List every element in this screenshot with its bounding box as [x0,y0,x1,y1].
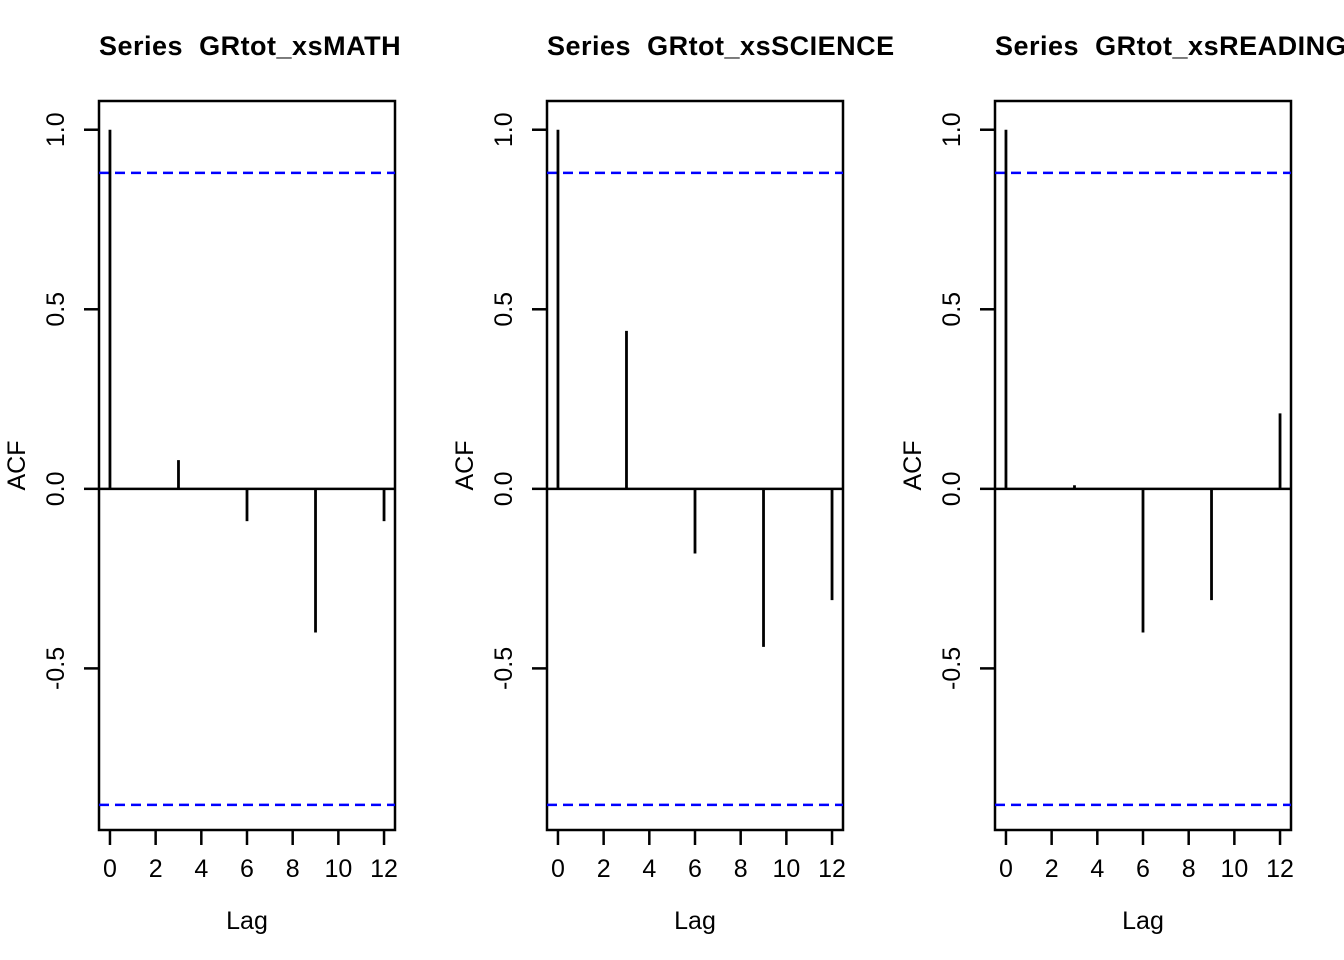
y-tick-label: 0.0 [938,471,966,506]
x-tick-label: 6 [1136,855,1150,883]
plot-box [97,99,397,832]
y-tick-label: 0.0 [42,471,70,506]
y-tick-label: 0.5 [490,292,518,327]
x-axis-title: Lag [674,907,716,935]
plot-box [545,99,845,832]
y-axis-title: ACF [3,441,31,491]
y-tick-label: 0.5 [42,292,70,327]
x-tick-label: 2 [597,855,611,883]
x-tick-label: 4 [194,855,208,883]
x-axis-title: Lag [1122,907,1164,935]
y-axis-title: ACF [899,441,927,491]
x-tick-label: 8 [1182,855,1196,883]
x-tick-label: 12 [1266,855,1294,883]
x-tick-label: 10 [772,855,800,883]
x-tick-label: 0 [999,855,1013,883]
x-tick-label: 0 [551,855,565,883]
panel-title: Series GRtot_xsMATH [99,31,402,61]
acf-panel-1: Series GRtot_xsMATH 0 2 4 6 8 10 12 -0.5 0.0 0.5 1.… [0,0,448,960]
y-tick-label: 1.0 [938,112,966,147]
x-tick-label: 6 [688,855,702,883]
y-tick-label: 1.0 [42,112,70,147]
y-tick-label: -0.5 [490,647,518,690]
y-tick-label: -0.5 [42,647,70,690]
x-tick-label: 2 [1045,855,1059,883]
x-tick-label: 4 [642,855,656,883]
y-tick-label: 0.0 [490,471,518,506]
x-tick-label: 8 [286,855,300,883]
y-tick-label: 1.0 [490,112,518,147]
x-tick-label: 12 [818,855,846,883]
acf-plot-svg: 0 2 4 6 8 10 12 -0.5 0.0 0.5 1.0 Lag ACF [451,99,846,935]
x-tick-label: 10 [324,855,352,883]
x-tick-label: 8 [734,855,748,883]
y-axis-title: ACF [451,441,479,491]
acf-panel-3: Series GRtot_xsREADING 0 2 4 6 8 10 12 -0.5 0.0 0.… [896,0,1344,960]
x-tick-label: 12 [370,855,398,883]
acf-plot-svg: 0 2 4 6 8 10 12 -0.5 0.0 0.5 1.0 Lag ACF [3,99,398,935]
x-tick-label: 10 [1220,855,1248,883]
x-tick-label: 6 [240,855,254,883]
x-tick-label: 4 [1090,855,1104,883]
x-tick-label: 0 [103,855,117,883]
x-tick-label: 2 [149,855,163,883]
y-tick-label: -0.5 [938,647,966,690]
x-axis-title: Lag [226,907,268,935]
y-tick-label: 0.5 [938,292,966,327]
plot-box [993,99,1293,832]
acf-plot-svg: 0 2 4 6 8 10 12 -0.5 0.0 0.5 1.0 Lag ACF [899,99,1294,935]
acf-panel-2: Series GRtot_xsSCIENCE 0 2 4 6 8 10 12 -0.5 0.0 0.… [448,0,896,960]
